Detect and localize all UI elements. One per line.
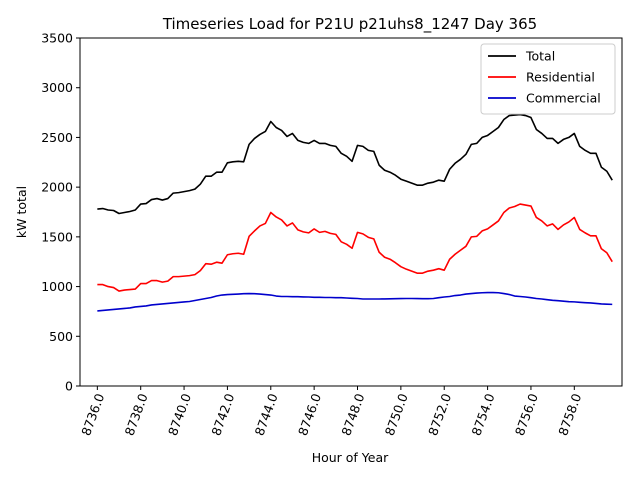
y-axis-label: kW total bbox=[14, 186, 29, 238]
chart-title: Timeseries Load for P21U p21uhs8_1247 Da… bbox=[162, 15, 537, 34]
y-tick-label: 3000 bbox=[41, 80, 73, 95]
plot-lines bbox=[97, 113, 613, 312]
series-line-total bbox=[97, 113, 613, 215]
y-tick-label: 3500 bbox=[41, 31, 73, 46]
legend-label-total: Total bbox=[525, 49, 555, 64]
plot-frame bbox=[79, 37, 623, 387]
legend-label-residential: Residential bbox=[526, 70, 595, 85]
y-tick-label: 1000 bbox=[41, 279, 73, 294]
legend-label-commercial: Commercial bbox=[526, 91, 601, 106]
y-tick-label: 2000 bbox=[41, 180, 73, 195]
series-line-commercial bbox=[97, 291, 613, 312]
y-tick-label: 0 bbox=[65, 379, 73, 394]
legend-box bbox=[480, 43, 616, 115]
series-line-residential bbox=[97, 203, 613, 292]
y-tick-label: 2500 bbox=[41, 130, 73, 145]
y-axis: 0 500 1000 1500 2000 2500 3000 3500 bbox=[41, 31, 80, 394]
y-tick-label: 500 bbox=[49, 329, 73, 344]
legend: Total Residential Commercial bbox=[480, 43, 616, 115]
x-axis-label: Hour of Year bbox=[312, 450, 389, 465]
y-tick-label: 1500 bbox=[41, 229, 73, 244]
